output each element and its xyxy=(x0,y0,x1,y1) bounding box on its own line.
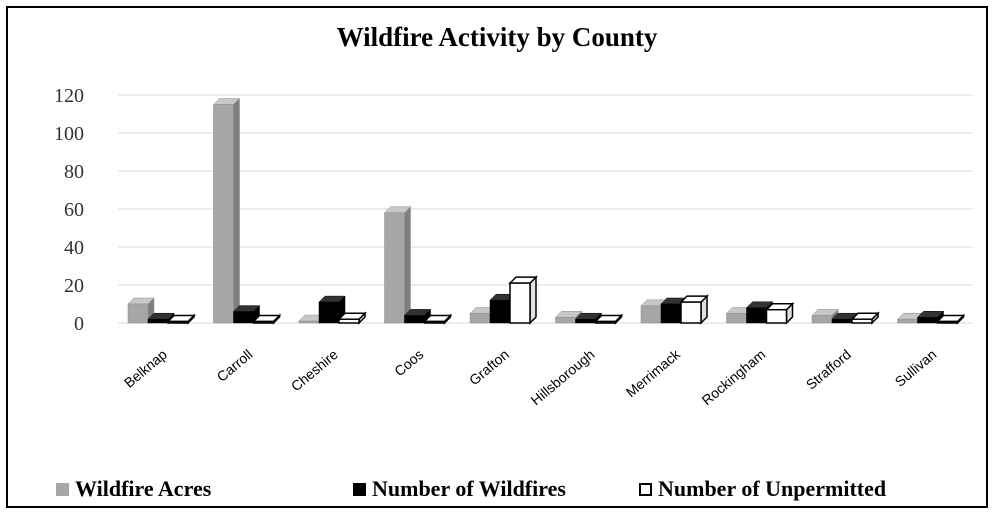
bar xyxy=(167,320,189,324)
y-axis-ticks: 0 20 40 60 80 100 120 xyxy=(54,85,84,335)
bar xyxy=(489,299,511,324)
bar xyxy=(917,317,938,324)
x-tick-label: Belknap xyxy=(121,346,170,391)
y-tick-label: 40 xyxy=(64,237,84,259)
y-tick-label: 120 xyxy=(54,85,84,107)
legend-label-unpermitted: Number of Unpermitted xyxy=(658,476,887,501)
legend-swatch-wildfires xyxy=(353,482,366,496)
x-axis-labels: Belknap Carroll Cheshire Coos Grafton Hillsbo… xyxy=(121,345,940,408)
bar xyxy=(338,318,360,324)
legend-item-wildfires: Number of Wildfires xyxy=(353,476,566,502)
legend-swatch-acres xyxy=(56,482,69,496)
bar-side xyxy=(404,206,411,324)
bar xyxy=(555,317,576,324)
x-tick-label: Grafton xyxy=(466,346,512,388)
bar xyxy=(147,318,169,324)
bar xyxy=(469,313,491,324)
bar xyxy=(575,318,596,324)
y-tick-label: 100 xyxy=(54,123,84,145)
legend-swatch-unpermitted xyxy=(639,482,652,496)
bar xyxy=(746,307,767,324)
bar xyxy=(831,318,853,324)
bar xyxy=(509,282,531,324)
bar xyxy=(897,318,918,324)
legend: Wildfire Acres Number of Wildfires Numbe… xyxy=(8,476,986,504)
bar xyxy=(726,313,747,324)
bar xyxy=(298,320,320,324)
legend-label-wildfires: Number of Wildfires xyxy=(372,476,566,501)
bar-side xyxy=(529,275,537,325)
y-tick-label: 20 xyxy=(64,275,84,297)
x-tick-label: Merrimack xyxy=(623,345,684,400)
bar xyxy=(404,315,425,324)
x-tick-label: Cheshire xyxy=(288,346,341,394)
bar xyxy=(640,305,662,324)
bar xyxy=(318,301,340,324)
y-tick-label: 60 xyxy=(64,199,84,221)
legend-item-acres: Wildfire Acres xyxy=(56,476,211,502)
bars xyxy=(127,97,966,325)
x-tick-label: Rockingham xyxy=(699,346,769,408)
legend-label-acres: Wildfire Acres xyxy=(75,476,212,501)
chart-frame: Wildfire Activity by County 0 20 40 60 80 100… xyxy=(6,6,988,508)
x-tick-label: Carroll xyxy=(214,346,256,385)
gridlines xyxy=(118,94,973,324)
bar xyxy=(811,315,833,324)
bar xyxy=(252,320,275,324)
bar xyxy=(213,104,234,324)
chart-title: Wildfire Activity by County xyxy=(336,22,658,52)
x-tick-label: Sullivan xyxy=(892,346,940,390)
x-tick-label: Strafford xyxy=(803,346,854,393)
bar xyxy=(660,303,682,324)
bar xyxy=(680,301,702,324)
bar xyxy=(936,320,959,324)
bar xyxy=(851,318,873,324)
y-tick-label: 80 xyxy=(64,161,84,183)
bar xyxy=(423,320,446,324)
bar xyxy=(594,320,617,324)
x-tick-label: Hillsborough xyxy=(528,346,598,408)
bar xyxy=(233,311,254,324)
legend-item-unpermitted: Number of Unpermitted xyxy=(639,476,886,502)
chart-plot: 0 20 40 60 80 100 120 Belknap Carroll Cheshire Co… xyxy=(54,85,973,408)
x-tick-label: Coos xyxy=(391,346,426,379)
y-tick-label: 0 xyxy=(74,313,84,335)
bar xyxy=(127,303,149,324)
bar xyxy=(765,308,788,324)
bar xyxy=(384,212,405,324)
bar-side xyxy=(233,97,240,324)
